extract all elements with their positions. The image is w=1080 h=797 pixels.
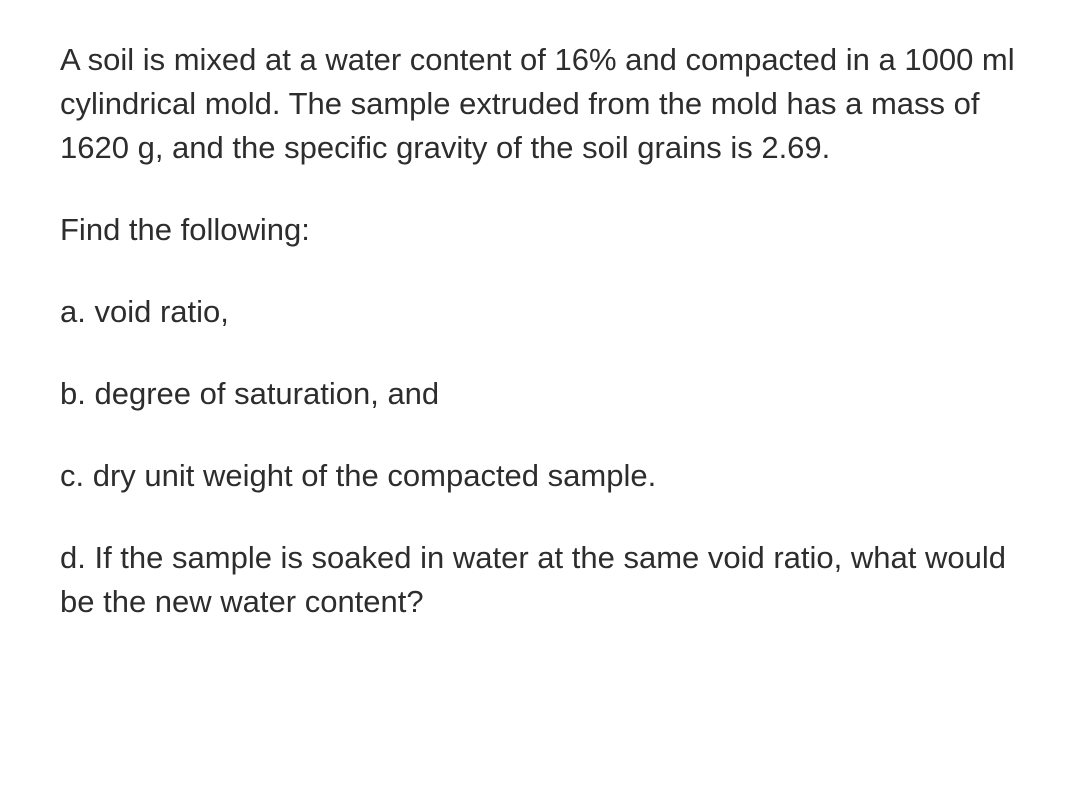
document-content: A soil is mixed at a water content of 16… [60, 38, 1020, 624]
list-item-b: b. degree of saturation, and [60, 372, 1020, 416]
list-item-c: c. dry unit weight of the compacted samp… [60, 454, 1020, 498]
list-item-a: a. void ratio, [60, 290, 1020, 334]
prompt-paragraph: Find the following: [60, 208, 1020, 252]
intro-paragraph: A soil is mixed at a water content of 16… [60, 38, 1020, 170]
list-item-d: d. If the sample is soaked in water at t… [60, 536, 1020, 624]
